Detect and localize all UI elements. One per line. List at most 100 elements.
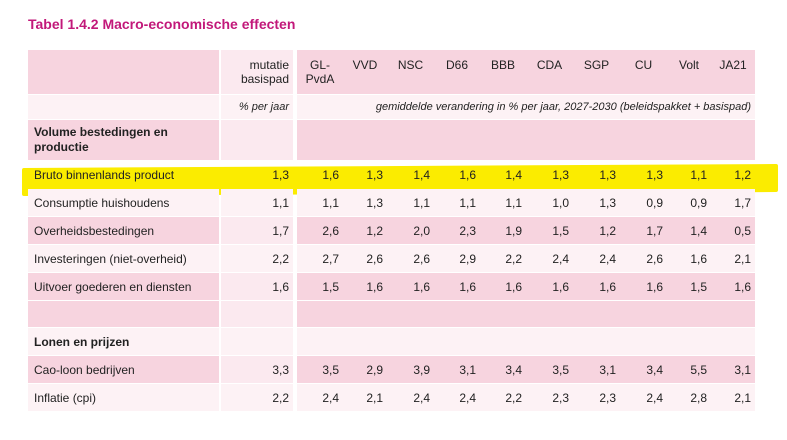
header-party: GL-PvdA (297, 50, 343, 94)
spacer-row (28, 301, 760, 327)
value-cell: 0,9 (620, 189, 667, 216)
value-cell: 1,5 (297, 273, 343, 300)
value-cell: 3,1 (573, 356, 620, 383)
row-label: Inflatie (cpi) (28, 384, 219, 411)
header-mutatie: mutatie basispad (221, 50, 293, 94)
value-cell: 2,2 (480, 245, 526, 272)
value-cell: 1,4 (667, 217, 711, 244)
value-cell: 1,6 (526, 273, 573, 300)
value-cell: 5,5 (667, 356, 711, 383)
value-cell: 3,9 (387, 356, 434, 383)
spacer-cell (221, 301, 293, 327)
value-cell: 1,3 (646, 167, 663, 182)
table-row: Bruto binnenlands product 1,3 1,6 1,3 1,4 1,6… (28, 161, 760, 188)
row-mutatie: 2,2 (221, 245, 293, 272)
value-cell: 2,4 (620, 384, 667, 411)
header-party: NSC (387, 50, 434, 94)
value-cell: 1,7 (620, 217, 667, 244)
value-cell: 2,3 (573, 384, 620, 411)
value-cell: 2,6 (620, 245, 667, 272)
table-row: Inflatie (cpi) 2,2 2,4 2,1 2,4 2,4 2,2 2,3 2,3 2,… (28, 384, 760, 411)
value-cell: 1,7 (711, 189, 755, 216)
table-header-row: mutatie basispad GL-PvdA VVD NSC D66 BBB… (28, 50, 760, 94)
value-cell: 3,5 (297, 356, 343, 383)
section-title: Volume bestedingen en productie (28, 120, 219, 160)
value-cell: 1,6 (480, 273, 526, 300)
header-party: D66 (434, 50, 480, 94)
value-cell: 1,2 (734, 167, 751, 182)
value-cell: 1,6 (459, 167, 476, 182)
value-cell: 1,2 (343, 217, 387, 244)
header-party: Volt (667, 50, 711, 94)
row-label: Cao-loon bedrijven (28, 356, 219, 383)
table-row: Cao-loon bedrijven 3,3 3,5 2,9 3,9 3,1 3,4 3,5 3… (28, 356, 760, 383)
row-label: Bruto binnenlands product (34, 167, 175, 182)
header-party: CU (620, 50, 667, 94)
value-cell: 1,4 (505, 167, 522, 182)
value-cell: 0,5 (711, 217, 755, 244)
section-title: Lonen en prijzen (28, 328, 219, 355)
table-row: Investeringen (niet-overheid) 2,2 2,7 2,6 2,… (28, 245, 760, 272)
row-mutatie: 1,6 (221, 273, 293, 300)
value-cell: 3,5 (526, 356, 573, 383)
value-cell: 1,3 (573, 189, 620, 216)
section-blank (297, 328, 755, 355)
value-cell: 2,4 (387, 384, 434, 411)
row-mutatie: 1,1 (221, 189, 293, 216)
value-cell: 2,3 (526, 384, 573, 411)
row-mutatie: 2,2 (221, 384, 293, 411)
header-party: SGP (573, 50, 620, 94)
spacer-cell (28, 301, 219, 327)
value-cell: 1,6 (322, 167, 339, 182)
section-blank (221, 120, 293, 160)
value-cell: 2,3 (434, 217, 480, 244)
section-blank (297, 120, 755, 160)
section-header: Lonen en prijzen (28, 328, 760, 355)
table-row: Overheidsbestedingen 1,7 2,6 1,2 2,0 2,3 1,9 1,… (28, 217, 760, 244)
value-cell: 1,0 (526, 189, 573, 216)
value-cell: 1,2 (573, 217, 620, 244)
value-cell: 1,9 (480, 217, 526, 244)
value-cell: 1,6 (434, 273, 480, 300)
value-cell: 2,1 (711, 245, 755, 272)
value-cell: 1,3 (552, 167, 569, 182)
macro-table: mutatie basispad GL-PvdA VVD NSC D66 BBB… (28, 50, 760, 412)
header-party: JA21 (711, 50, 755, 94)
units-blank (28, 95, 219, 119)
row-label: Investeringen (niet-overheid) (28, 245, 219, 272)
value-cell: 2,1 (711, 384, 755, 411)
table-title: Tabel 1.4.2 Macro-economische effecten (28, 16, 296, 32)
header-party: BBB (480, 50, 526, 94)
units-note: gemiddelde verandering in % per jaar, 20… (297, 95, 755, 119)
value-cell: 3,4 (480, 356, 526, 383)
units-row: % per jaar gemiddelde verandering in % p… (28, 95, 760, 119)
value-cell: 2,1 (343, 384, 387, 411)
value-cell: 2,4 (526, 245, 573, 272)
value-cell: 0,9 (667, 189, 711, 216)
value-cell: 2,4 (573, 245, 620, 272)
value-cell: 1,6 (573, 273, 620, 300)
row-mutatie: 1,7 (221, 217, 293, 244)
value-cell: 1,5 (667, 273, 711, 300)
header-party: CDA (526, 50, 573, 94)
value-cell: 3,1 (711, 356, 755, 383)
value-cell: 2,0 (387, 217, 434, 244)
value-cell: 1,4 (413, 167, 430, 182)
section-header: Volume bestedingen en productie (28, 120, 760, 160)
value-cell: 2,4 (297, 384, 343, 411)
row-label: Consumptie huishoudens (28, 189, 219, 216)
table-row: Consumptie huishoudens 1,1 1,1 1,3 1,1 1,1 1,1… (28, 189, 760, 216)
value-cell: 1,6 (711, 273, 755, 300)
row-label: Overheidsbestedingen (28, 217, 219, 244)
value-cell: 2,7 (297, 245, 343, 272)
value-cell: 1,6 (620, 273, 667, 300)
section-blank (221, 328, 293, 355)
units-mutatie: % per jaar (221, 95, 293, 119)
table-row: Uitvoer goederen en diensten 1,6 1,5 1,6 1,6… (28, 273, 760, 300)
value-cell: 1,6 (667, 245, 711, 272)
value-cell: 2,6 (297, 217, 343, 244)
value-cell: 1,5 (526, 217, 573, 244)
value-cell: 1,3 (599, 167, 616, 182)
value-cell: 1,1 (387, 189, 434, 216)
value-cell: 2,2 (480, 384, 526, 411)
